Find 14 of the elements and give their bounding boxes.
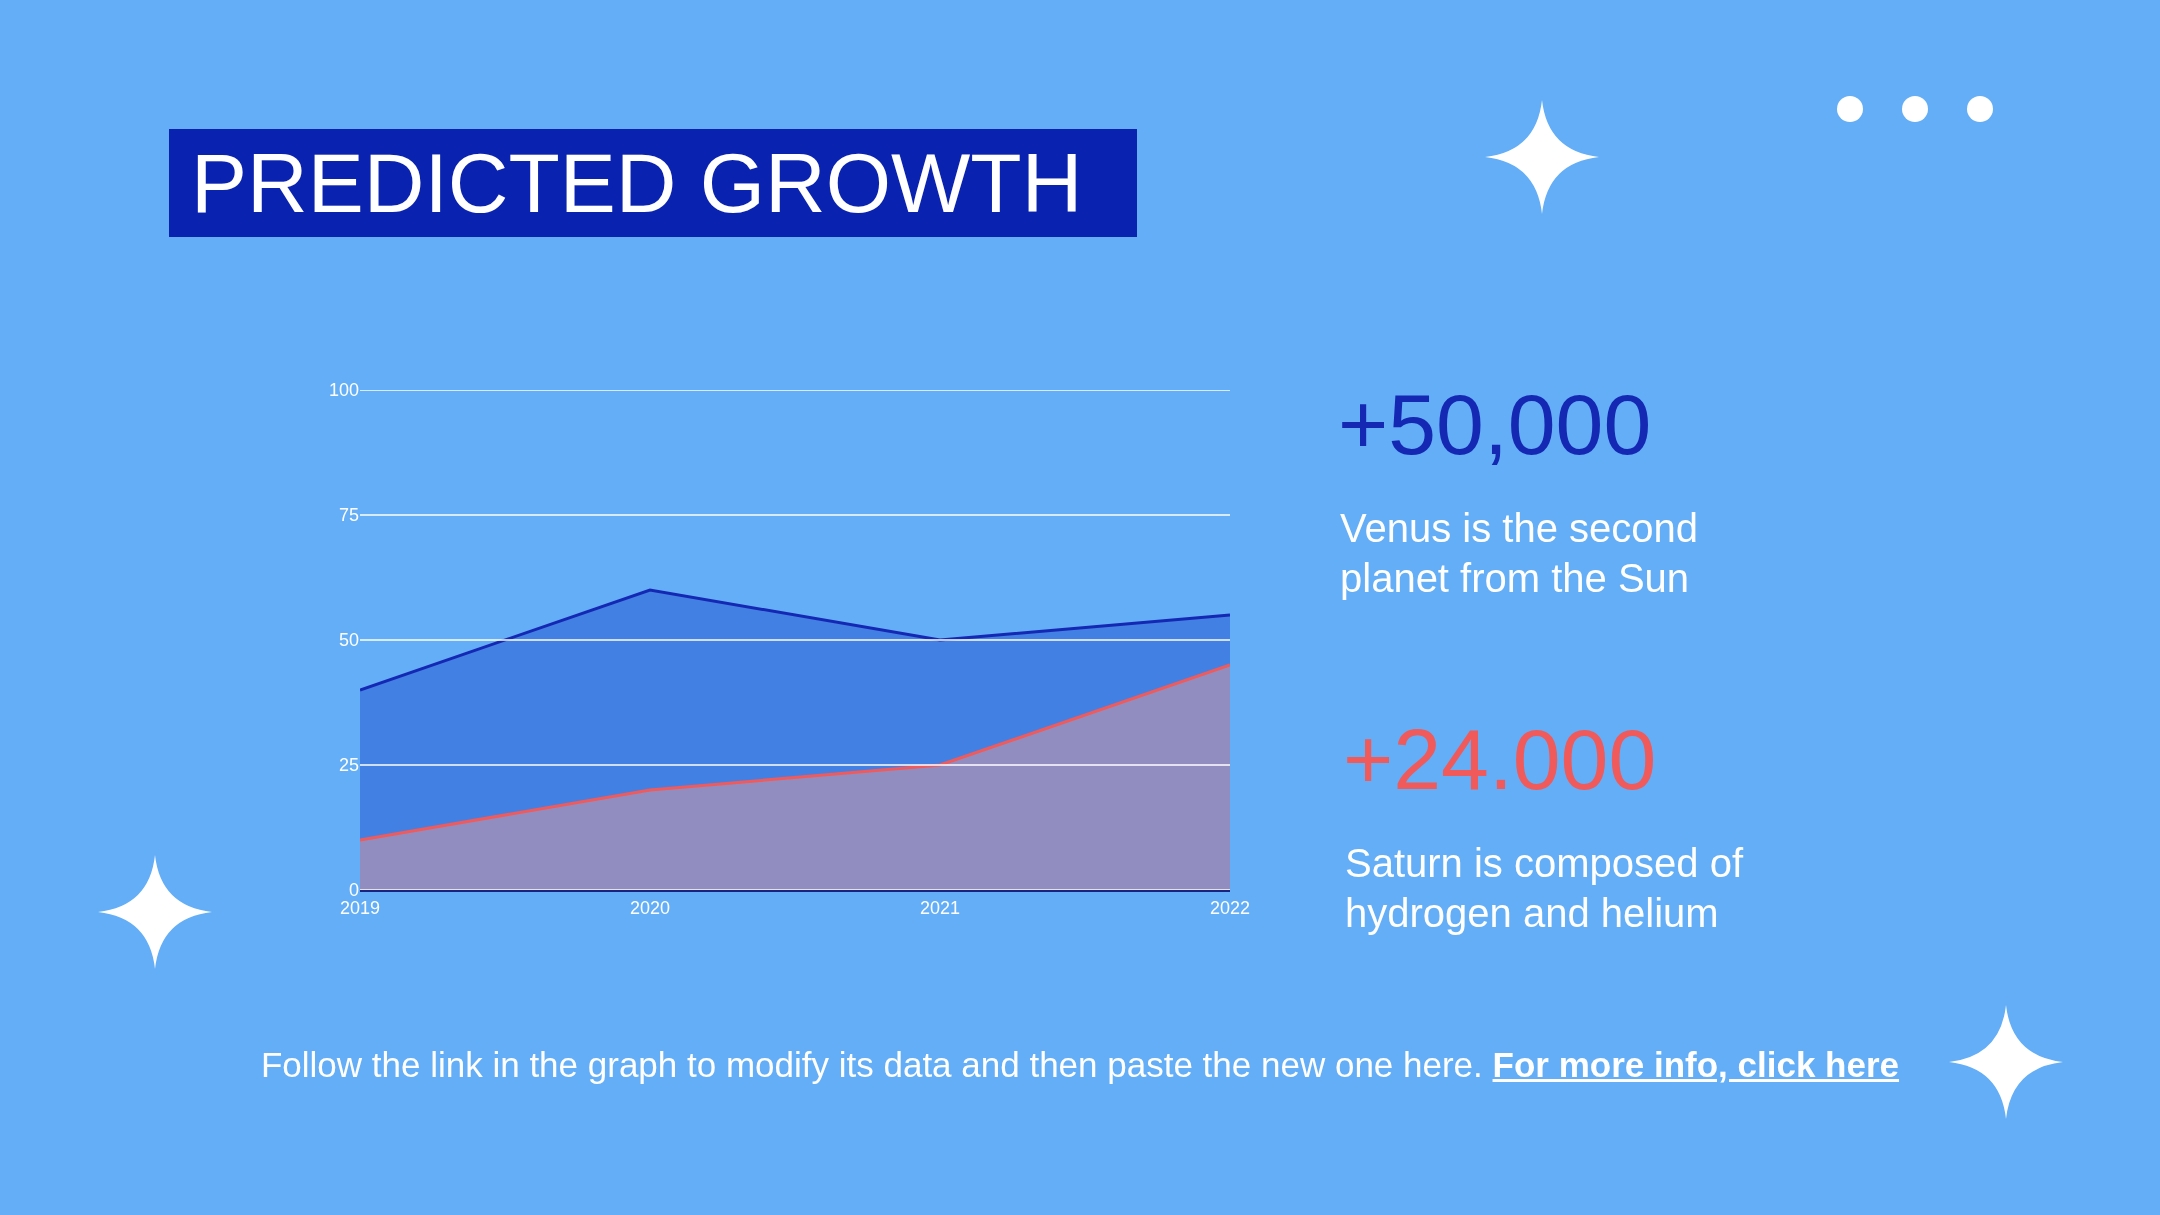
y-tick-label: 25 bbox=[338, 755, 359, 776]
y-tick-label: 75 bbox=[338, 505, 359, 526]
y-tick-label: 100 bbox=[328, 380, 359, 401]
text: Venus is the second planet from the Sun bbox=[1340, 505, 1700, 602]
text: Follow the link in the graph to modify its data and then paste the new one here. bbox=[260, 1045, 1483, 1084]
x-tick-label: 2021 bbox=[919, 897, 961, 918]
text: +24.000 bbox=[1343, 710, 1657, 809]
chart-title: PREDICTED GROWTH bbox=[169, 129, 1137, 237]
x-tick-label: 2020 bbox=[629, 897, 671, 918]
text: +50,000 bbox=[1338, 375, 1652, 474]
text: For more info, click here bbox=[1492, 1045, 1900, 1084]
y-tick-label: 50 bbox=[338, 630, 359, 651]
x-tick-label: 2022 bbox=[1209, 897, 1251, 918]
text: Saturn is composed of hydrogen and helium bbox=[1345, 840, 1745, 937]
